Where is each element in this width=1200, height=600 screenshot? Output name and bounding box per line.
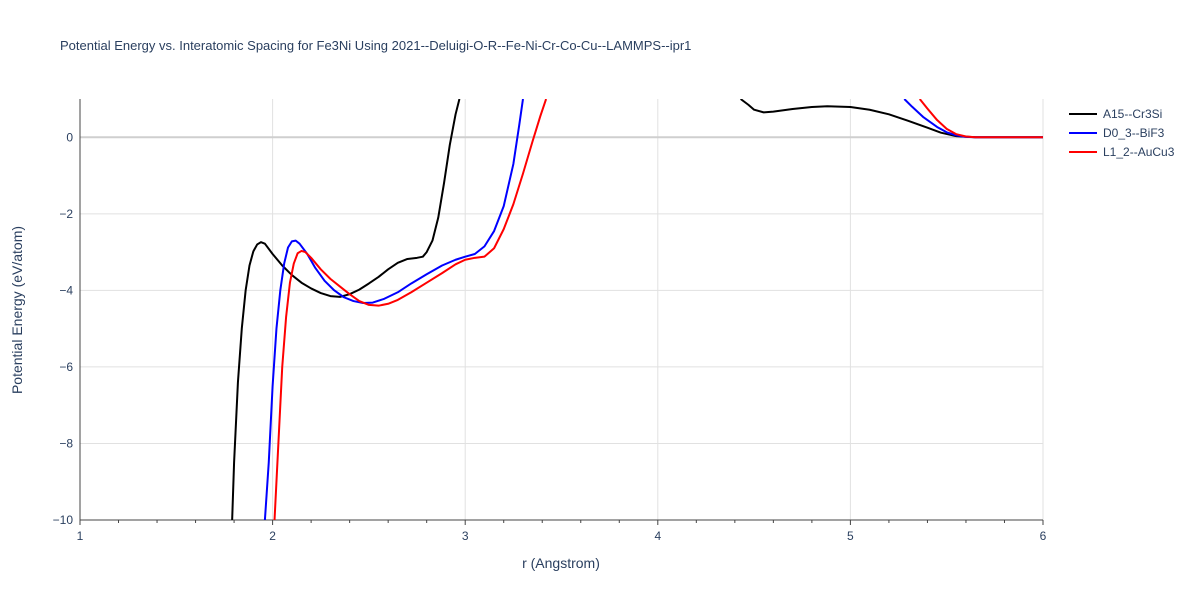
y-axis: −10 −8 −6 −4 −2 0 — [53, 99, 81, 527]
legend-label: L1_2--AuCu3 — [1103, 145, 1175, 159]
x-tick-label: 1 — [77, 529, 84, 543]
grid — [80, 99, 1044, 520]
y-tick-label: −6 — [59, 360, 73, 374]
y-tick-label: 0 — [66, 130, 73, 144]
y-axis-title: Potential Energy (eV/atom) — [9, 226, 25, 394]
y-tick-label: −2 — [59, 207, 73, 221]
x-tick-label: 5 — [847, 529, 854, 543]
legend-item-a15-cr3si[interactable]: A15--Cr3Si — [1069, 107, 1162, 121]
legend-item-l1-2-aucu3[interactable]: L1_2--AuCu3 — [1069, 145, 1175, 159]
series-line-l1-2-aucu3 — [273, 99, 548, 520]
legend-label: D0_3--BiF3 — [1103, 126, 1165, 140]
legend[interactable]: A15--Cr3Si D0_3--BiF3 L1_2--AuCu3 — [1069, 107, 1175, 159]
chart-title: Potential Energy vs. Interatomic Spacing… — [60, 38, 691, 53]
x-tick-label: 2 — [269, 529, 276, 543]
x-axis-title: r (Angstrom) — [522, 555, 600, 571]
x-tick-label: 6 — [1040, 529, 1047, 543]
plot-area — [231, 99, 1043, 520]
series-line-a15-cr3si-r-4-4 — [740, 99, 1043, 139]
legend-item-d0-3-bif3[interactable]: D0_3--BiF3 — [1069, 126, 1165, 140]
x-tick-label: 4 — [654, 529, 661, 543]
x-axis: 1 2 3 4 5 6 — [77, 519, 1047, 543]
x-tick-label: 3 — [462, 529, 469, 543]
legend-label: A15--Cr3Si — [1103, 107, 1162, 121]
y-tick-label: −10 — [53, 513, 74, 527]
series-line-d0-3-bif3 — [263, 99, 524, 520]
y-tick-label: −4 — [59, 283, 73, 297]
series-line-l1-2-aucu3-r-5-3 — [918, 99, 1043, 139]
series-line-a15-cr3si — [231, 99, 461, 520]
y-tick-label: −8 — [59, 436, 73, 450]
